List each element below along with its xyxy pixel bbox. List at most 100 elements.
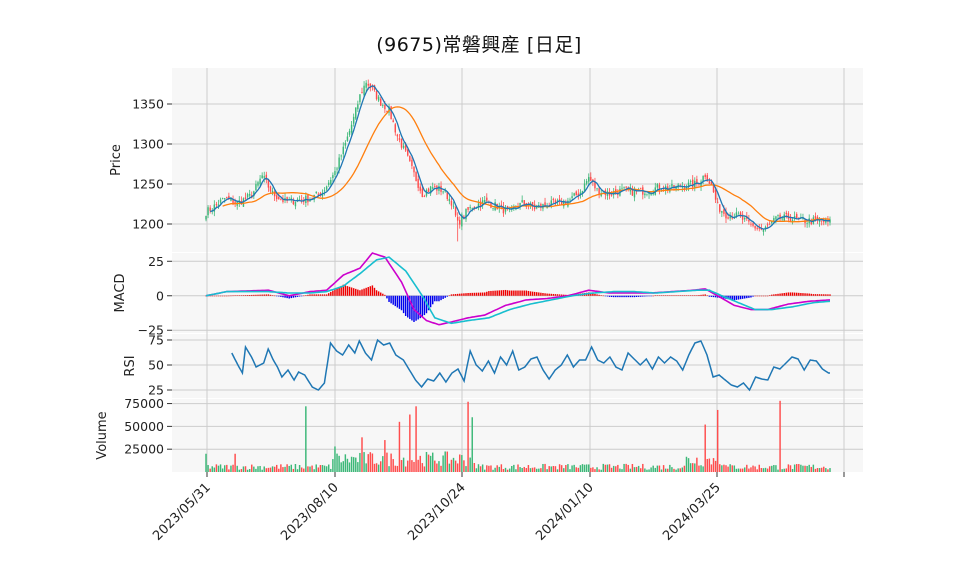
- macd-histogram-bar: [768, 295, 771, 296]
- volume-bar: [556, 469, 559, 472]
- macd-histogram-bar: [419, 295, 421, 319]
- candle-body: [400, 139, 403, 148]
- volume-bar: [558, 464, 561, 472]
- macd-histogram-bar: [217, 295, 220, 297]
- candle-body: [431, 187, 434, 189]
- candle-body: [307, 195, 309, 203]
- volume-bar: [280, 464, 282, 472]
- candle-body: [504, 207, 507, 212]
- volume-bar: [504, 467, 507, 472]
- volume-bar: [419, 455, 421, 472]
- candle-body: [795, 214, 798, 219]
- volume-bar: [379, 461, 382, 472]
- macd-histogram-bar: [352, 288, 355, 296]
- candle-body: [271, 190, 274, 194]
- macd-histogram-bar: [307, 294, 309, 296]
- volume-bar: [219, 464, 222, 472]
- candle-body: [413, 166, 415, 173]
- candle-body: [207, 207, 209, 216]
- macd-histogram-bar: [263, 294, 265, 296]
- macd-histogram-bar: [228, 295, 230, 297]
- volume-bar: [538, 468, 540, 472]
- volume-bar: [236, 465, 238, 472]
- volume-bar: [800, 464, 802, 472]
- volume-bar: [679, 468, 681, 472]
- macd-histogram-bar: [619, 295, 621, 298]
- candle-body: [741, 214, 744, 220]
- volume-bar: [550, 466, 553, 472]
- volume-bar: [548, 466, 550, 472]
- volume-bar: [425, 451, 428, 472]
- candle-body: [213, 204, 216, 212]
- volume-bar: [336, 453, 338, 472]
- volume-bar: [357, 462, 359, 472]
- macd-histogram-bar: [698, 295, 700, 296]
- candle-body: [646, 193, 648, 195]
- candle-body: [823, 220, 825, 223]
- volume-bar: [352, 457, 355, 472]
- candle-body: [552, 198, 555, 201]
- volume-bar: [411, 460, 413, 472]
- macd-histogram-bar: [265, 294, 268, 296]
- candle-body: [789, 216, 792, 222]
- macd-histogram-bar: [479, 292, 482, 296]
- macd-histogram-bar: [255, 294, 257, 296]
- candle-body: [802, 218, 804, 220]
- volume-bar: [207, 465, 209, 472]
- volume-bar: [664, 468, 667, 472]
- macd-histogram-bar: [533, 291, 536, 296]
- candle-body: [226, 197, 228, 198]
- volume-bar: [226, 464, 228, 472]
- volume-bar: [217, 465, 220, 472]
- macd-histogram-bar: [731, 295, 733, 300]
- volume-bar: [421, 463, 424, 472]
- macd-histogram-bar: [721, 295, 723, 299]
- volume-bar: [610, 467, 613, 472]
- candle-body: [221, 197, 224, 199]
- volume-bar: [806, 465, 808, 472]
- candle-body: [706, 175, 709, 182]
- candle-body: [392, 120, 394, 123]
- macd-histogram-bar: [392, 295, 394, 305]
- volume-bar: [560, 465, 563, 472]
- macd-histogram-bar: [810, 293, 813, 296]
- volume-bar: [500, 464, 503, 472]
- candle-body: [388, 106, 390, 113]
- macd-histogram-bar: [554, 294, 557, 296]
- macd-histogram-bar: [332, 290, 334, 296]
- volume-bar: [669, 464, 671, 472]
- candle-body: [273, 191, 276, 197]
- candle-body: [494, 202, 496, 211]
- macd-histogram-bar: [793, 292, 796, 296]
- macd-histogram-bar: [610, 295, 613, 297]
- candle-body: [361, 92, 363, 94]
- candle-body: [581, 191, 584, 194]
- candle-body: [230, 198, 232, 201]
- macd-histogram-bar: [791, 292, 794, 296]
- candle-body: [577, 193, 580, 197]
- volume-bar: [617, 464, 619, 472]
- x-tick-label: 2024/01/10: [533, 480, 597, 544]
- volume-bar: [820, 467, 823, 472]
- volume-bar: [450, 459, 453, 472]
- volume-bar: [708, 458, 711, 472]
- macd-histogram-bar: [336, 288, 338, 296]
- candle-body: [259, 178, 261, 185]
- candle-body: [280, 198, 282, 200]
- volume-bar: [598, 469, 600, 472]
- volume-bar: [486, 465, 488, 472]
- volume-bar: [671, 467, 673, 472]
- volume-bar: [205, 453, 207, 472]
- volume-bar: [459, 454, 461, 472]
- volume-bar: [823, 466, 825, 472]
- macd-histogram-bar: [710, 295, 713, 297]
- volume-bar: [307, 466, 309, 472]
- candle-body: [519, 202, 521, 207]
- candle-body: [473, 206, 476, 208]
- volume-bar: [569, 469, 571, 472]
- candle-body: [506, 206, 509, 209]
- macd-histogram-bar: [594, 293, 596, 296]
- volume-bar: [608, 464, 611, 472]
- macd-histogram-bar: [827, 294, 829, 296]
- macd-histogram-bar: [515, 290, 517, 296]
